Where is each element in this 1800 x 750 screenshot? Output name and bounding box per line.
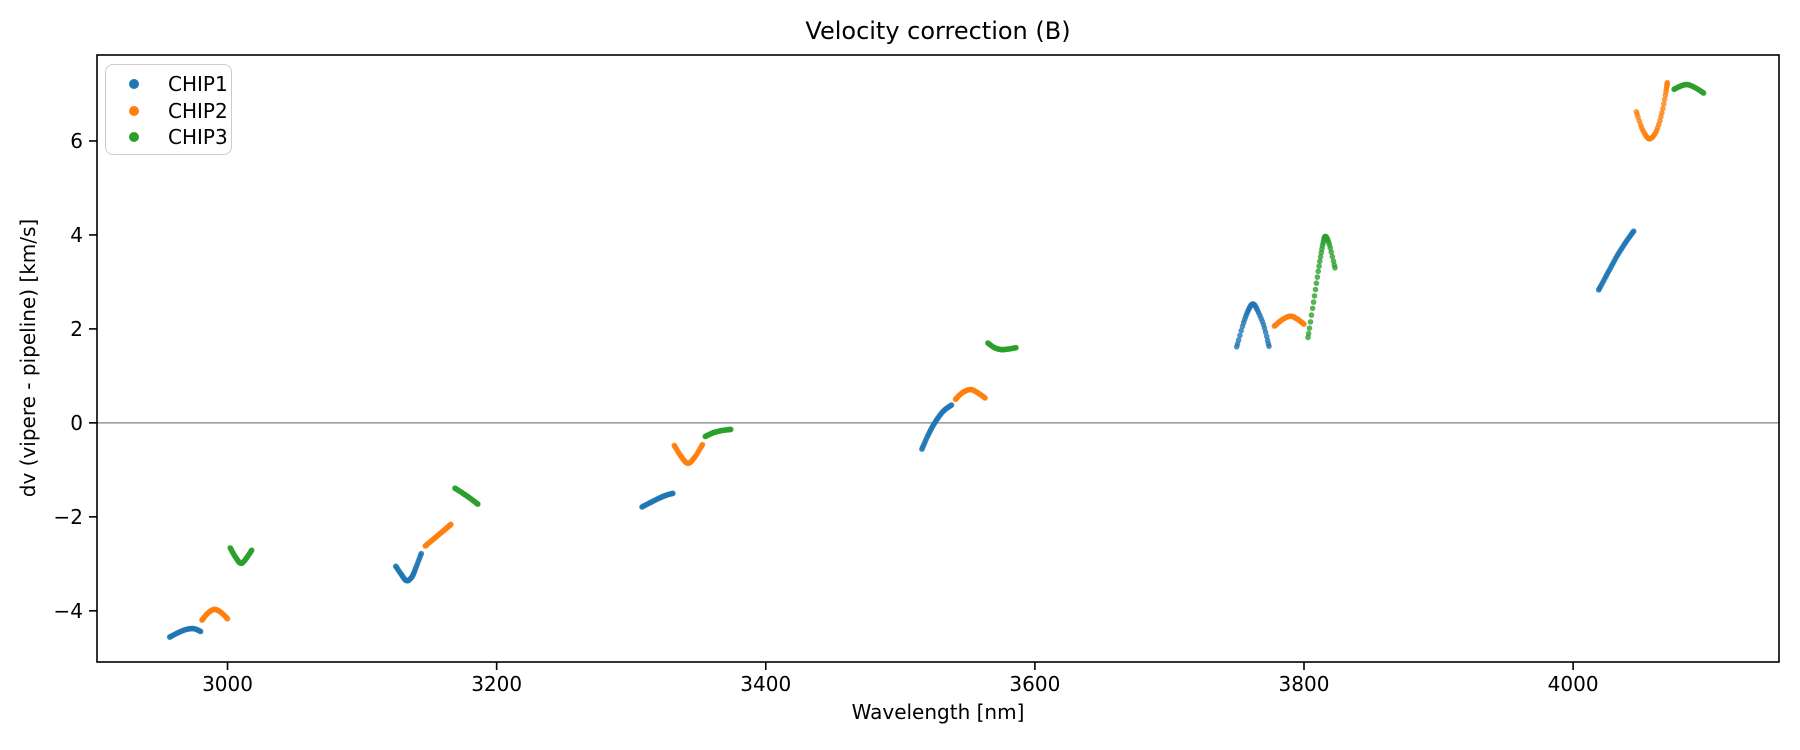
series-CHIP2 [199,79,1671,623]
legend-marker-chip2-icon [129,105,139,116]
svg-text:−2: −2 [54,505,83,529]
x-ticks: 3000 3200 3400 3600 3800 4000 [202,662,1599,696]
axes-spines [96,54,1780,663]
svg-text:4: 4 [70,223,83,247]
x-axis-label: Wavelength [nm] [851,700,1025,724]
y-ticks: −4 −2 0 2 4 6 [54,129,97,623]
legend-item-chip2: CHIP2 [129,98,231,125]
y-axis-label: dv (vipere - pipeline) [km/s] [16,218,40,498]
svg-text:2: 2 [70,317,83,341]
svg-text:3800: 3800 [1279,672,1330,696]
svg-text:3400: 3400 [740,672,791,696]
legend: CHIP1 CHIP2 CHIP3 [105,64,232,155]
svg-text:3200: 3200 [471,672,522,696]
svg-text:−4: −4 [54,599,83,623]
svg-text:0: 0 [70,411,83,435]
svg-text:3000: 3000 [202,672,253,696]
legend-label-chip3: CHIP3 [168,125,228,150]
svg-text:4000: 4000 [1548,672,1599,696]
series-CHIP3 [227,81,1707,567]
svg-text:6: 6 [70,129,83,153]
legend-label-chip2: CHIP2 [168,98,228,123]
chart-title: Velocity correction (B) [805,17,1071,45]
series-CHIP1 [166,228,1637,640]
legend-marker-chip3-icon [129,132,139,143]
legend-marker-chip1-icon [129,79,139,90]
legend-item-chip3: CHIP3 [129,124,231,151]
legend-item-chip1: CHIP1 [129,71,231,98]
legend-label-chip1: CHIP1 [168,72,228,97]
svg-text:3600: 3600 [1009,672,1060,696]
